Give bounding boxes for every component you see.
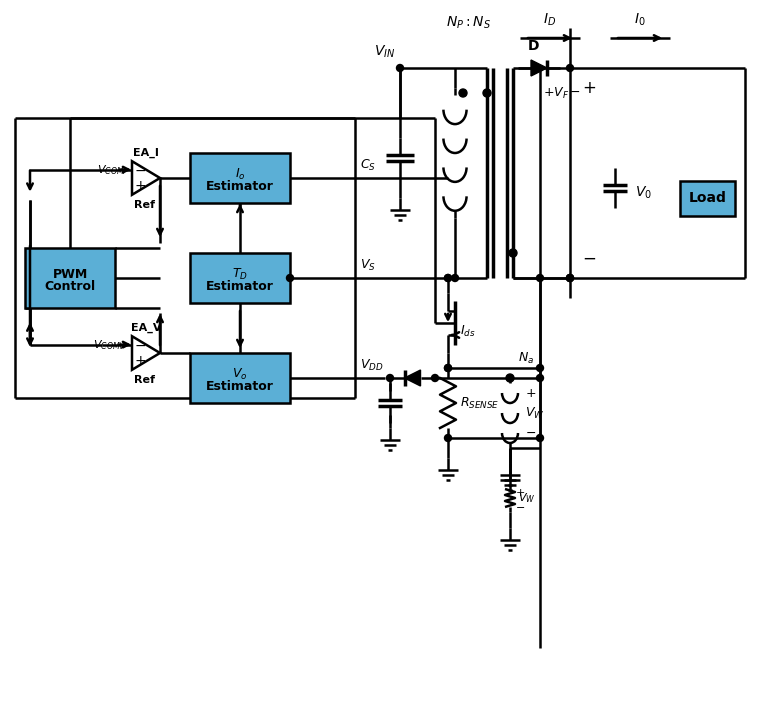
Text: $N_P : N_S$: $N_P : N_S$ <box>445 15 491 31</box>
Text: D: D <box>528 39 540 53</box>
Circle shape <box>444 365 451 372</box>
Text: $I_D$: $I_D$ <box>543 11 556 28</box>
Circle shape <box>506 374 514 382</box>
Polygon shape <box>405 370 421 386</box>
Text: $V_0$: $V_0$ <box>635 185 652 201</box>
FancyBboxPatch shape <box>190 153 290 203</box>
Text: $V_{COMI}$: $V_{COMI}$ <box>97 163 127 176</box>
Text: $V_S$: $V_S$ <box>360 258 376 273</box>
FancyBboxPatch shape <box>25 248 115 308</box>
Text: $-$: $-$ <box>515 501 525 511</box>
Circle shape <box>566 64 574 72</box>
Circle shape <box>286 275 294 282</box>
Text: $+$
$V_W$
$-$: $+$ $V_W$ $-$ <box>525 387 544 439</box>
Text: $R_{SENSE}$: $R_{SENSE}$ <box>460 396 499 411</box>
Text: $I_0$: $I_0$ <box>634 11 646 28</box>
FancyBboxPatch shape <box>190 253 290 303</box>
Text: Ref: Ref <box>134 200 155 210</box>
Text: $V_W$: $V_W$ <box>518 491 536 505</box>
Text: Control: Control <box>44 280 96 292</box>
Text: Estimator: Estimator <box>206 379 274 392</box>
Text: $-$: $-$ <box>134 163 146 176</box>
Circle shape <box>396 64 403 72</box>
Polygon shape <box>531 60 547 76</box>
Text: $V_{COMV}$: $V_{COMV}$ <box>94 338 127 351</box>
Text: PWM: PWM <box>53 268 88 280</box>
Circle shape <box>509 249 517 257</box>
Circle shape <box>537 275 543 282</box>
Circle shape <box>387 375 393 382</box>
Text: $C_S$: $C_S$ <box>360 158 376 173</box>
Text: $T_D$: $T_D$ <box>232 266 248 282</box>
Text: $V_{DD}$: $V_{DD}$ <box>360 358 384 373</box>
Text: $N_a$: $N_a$ <box>518 351 534 366</box>
Circle shape <box>537 435 543 442</box>
Text: $I_{ds}$: $I_{ds}$ <box>460 324 476 338</box>
Text: Load: Load <box>689 191 727 205</box>
Text: Estimator: Estimator <box>206 180 274 193</box>
Text: $+$: $+$ <box>515 488 525 498</box>
Circle shape <box>444 275 451 282</box>
Circle shape <box>431 375 438 382</box>
Circle shape <box>444 275 451 282</box>
Text: EA_V: EA_V <box>131 323 161 333</box>
Circle shape <box>459 89 467 97</box>
Circle shape <box>566 275 574 282</box>
Text: $-$: $-$ <box>582 249 596 267</box>
Text: $I_o$: $I_o$ <box>234 166 245 181</box>
Circle shape <box>537 375 543 382</box>
Circle shape <box>566 275 574 282</box>
Text: $V_{IN}$: $V_{IN}$ <box>374 44 395 60</box>
Text: $+$: $+$ <box>134 179 146 193</box>
Text: +: + <box>582 79 596 97</box>
Text: $+V_F-$: $+V_F-$ <box>543 86 581 101</box>
Circle shape <box>483 89 491 97</box>
Text: EA_I: EA_I <box>133 148 159 159</box>
Circle shape <box>451 275 458 282</box>
FancyBboxPatch shape <box>190 353 290 403</box>
Circle shape <box>444 435 451 442</box>
Text: Estimator: Estimator <box>206 280 274 292</box>
Text: Ref: Ref <box>134 375 155 385</box>
Text: $V_o$: $V_o$ <box>232 367 248 382</box>
Circle shape <box>444 365 451 372</box>
Circle shape <box>566 275 574 282</box>
Text: $+$: $+$ <box>134 355 146 368</box>
Text: $-$: $-$ <box>134 338 146 352</box>
Circle shape <box>537 365 543 372</box>
FancyBboxPatch shape <box>680 181 735 215</box>
